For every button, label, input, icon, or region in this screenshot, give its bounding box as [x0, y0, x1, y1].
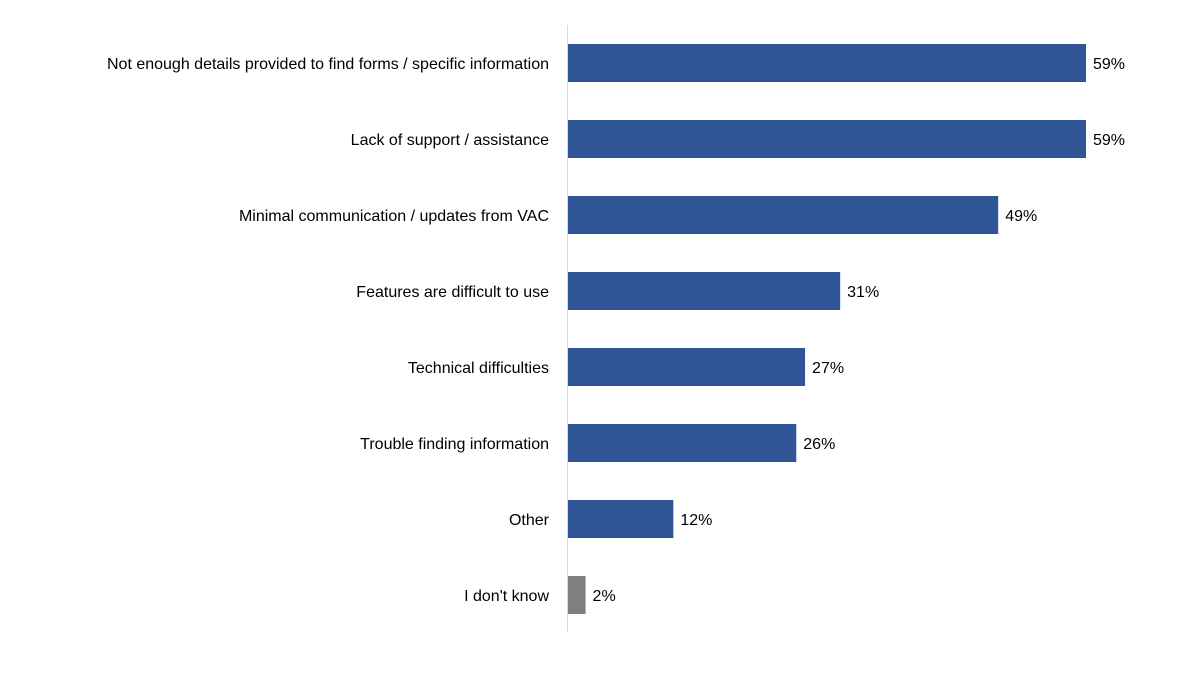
category-label: Minimal communication / updates from VAC — [239, 208, 549, 225]
bar — [568, 500, 674, 538]
bar — [568, 576, 586, 614]
category-label: Not enough details provided to find form… — [107, 56, 549, 73]
category-label: Lack of support / assistance — [351, 132, 549, 149]
category-label: Other — [509, 512, 550, 529]
data-label: 2% — [593, 588, 616, 605]
bar — [568, 348, 806, 386]
bar — [568, 120, 1086, 158]
data-label: 31% — [847, 284, 879, 301]
data-label: 12% — [680, 512, 712, 529]
bar — [568, 44, 1086, 82]
bar — [568, 272, 841, 310]
data-label: 27% — [812, 360, 844, 377]
data-label: 49% — [1005, 208, 1037, 225]
data-label: 26% — [803, 436, 835, 453]
bar — [568, 196, 999, 234]
category-label: I don't know — [464, 588, 549, 605]
bar — [568, 424, 797, 462]
data-label: 59% — [1093, 56, 1125, 73]
category-label: Trouble finding information — [360, 436, 549, 453]
category-label: Features are difficult to use — [356, 284, 549, 301]
data-label: 59% — [1093, 132, 1125, 149]
category-label: Technical difficulties — [408, 360, 549, 377]
